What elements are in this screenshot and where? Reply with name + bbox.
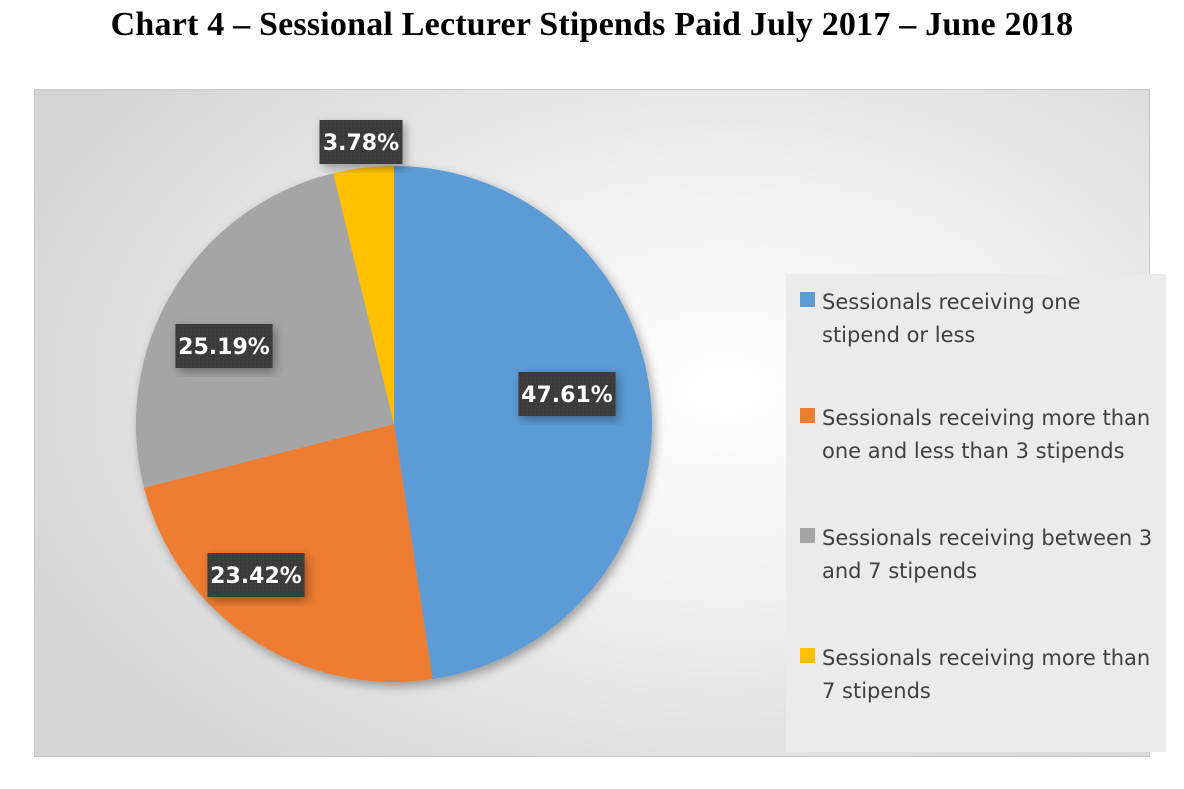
legend-label: Sessionals receiving between 3 and 7 sti…	[822, 526, 1153, 583]
chart-title: Chart 4 – Sessional Lecturer Stipends Pa…	[110, 6, 1074, 43]
chart-area: 47.61% 23.42% 25.19% 3.78% Sessionals recei…	[34, 89, 1166, 757]
legend-item: Sessionals receiving more than 7 stipend…	[800, 642, 1160, 708]
data-label-text: 23.42%	[210, 564, 302, 589]
legend-item: Sessionals receiving more than one and l…	[800, 402, 1160, 468]
pie-slices	[136, 166, 652, 682]
data-label: 47.61%	[518, 372, 616, 416]
legend-label: Sessionals receiving one stipend or less	[822, 290, 1081, 347]
legend-swatch	[800, 408, 815, 423]
legend-swatch	[800, 292, 815, 307]
legend-label: Sessionals receiving more than 7 stipend…	[822, 646, 1151, 703]
data-label-text: 3.78%	[323, 131, 399, 156]
pie-slice	[333, 166, 394, 424]
data-label: 25.19%	[175, 324, 273, 368]
data-label: 3.78%	[319, 120, 403, 164]
legend-item: Sessionals receiving one stipend or less	[800, 286, 1160, 352]
data-label: 23.42%	[207, 553, 305, 597]
data-label-text: 47.61%	[521, 383, 613, 408]
legend-swatch	[800, 528, 815, 543]
data-label-text: 25.19%	[178, 335, 270, 360]
legend-swatch	[800, 648, 815, 663]
pie-chart: 47.61% 23.42% 25.19% 3.78%	[136, 120, 652, 682]
legend-label: Sessionals receiving more than one and l…	[822, 406, 1151, 463]
legend-item: Sessionals receiving between 3 and 7 sti…	[800, 522, 1160, 588]
legend: Sessionals receiving one stipend or less…	[786, 274, 1166, 752]
data-labels: 47.61% 23.42% 25.19% 3.78%	[175, 120, 616, 597]
pie-slice	[394, 166, 652, 680]
